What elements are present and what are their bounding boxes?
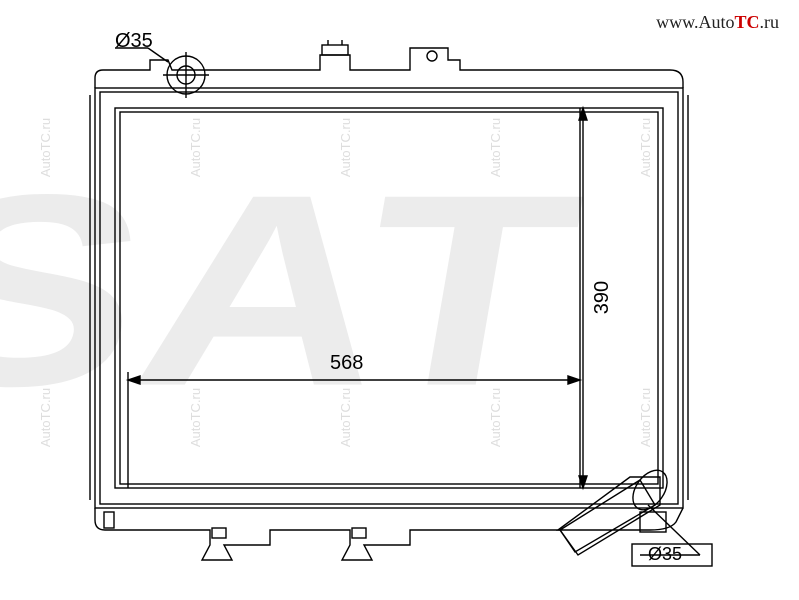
dim-height-label: 390: [591, 281, 614, 314]
outlet-dia-label: Ø35: [648, 544, 682, 565]
url-tc: TC: [734, 12, 759, 32]
source-url: www.AutoTC.ru: [656, 12, 779, 33]
dim-width-label: 568: [330, 352, 363, 375]
url-prefix: www.: [656, 12, 698, 32]
url-ru: .ru: [760, 12, 780, 32]
url-auto: Auto: [698, 12, 734, 32]
radiator-diagram: [0, 0, 799, 600]
inlet-dia-label: Ø35: [115, 30, 153, 53]
